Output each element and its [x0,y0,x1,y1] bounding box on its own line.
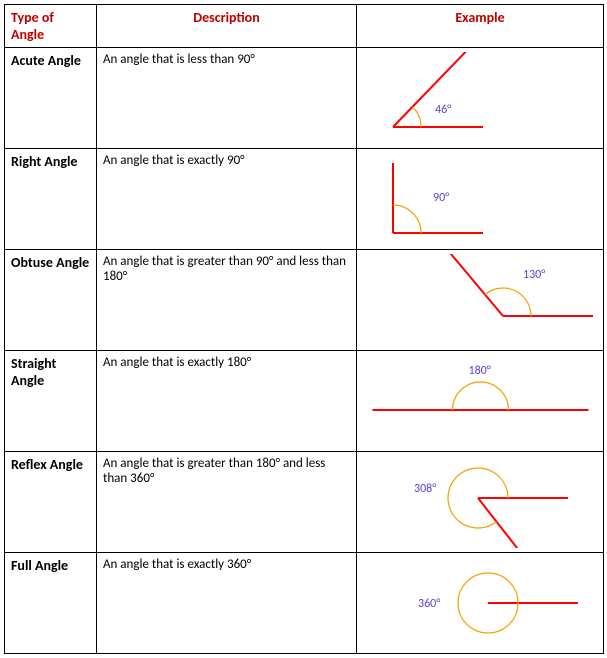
angles-table: Type of Angle Description Example Acute … [4,4,604,654]
table-row: Reflex AngleAn angle that is greater tha… [5,452,604,553]
angle-type: Full Angle [5,553,97,654]
angle-desc: An angle that is exactly 90° [97,149,357,250]
svg-text:360°: 360° [418,597,440,611]
header-desc: Description [97,5,357,48]
table-row: Right AngleAn angle that is exactly 90° … [5,149,604,250]
angle-diagram: 180° [357,351,604,452]
header-row: Type of Angle Description Example [5,5,604,48]
header-example: Example [357,5,604,48]
table-row: Obtuse AngleAn angle that is greater tha… [5,250,604,351]
angle-type: Right Angle [5,149,97,250]
svg-text:90°: 90° [433,191,449,205]
angle-desc: An angle that is exactly 360° [97,553,357,654]
angle-diagram: 90° [357,149,604,250]
table-row: Straight AngleAn angle that is exactly 1… [5,351,604,452]
angle-type: Acute Angle [5,48,97,149]
table-row: Acute AngleAn angle that is less than 90… [5,48,604,149]
svg-text:46°: 46° [435,103,451,117]
table-row: Full AngleAn angle that is exactly 360° … [5,553,604,654]
angle-desc: An angle that is greater than 90° and le… [97,250,357,351]
angle-type: Reflex Angle [5,452,97,553]
svg-text:308°: 308° [414,482,436,496]
header-type: Type of Angle [5,5,97,48]
angle-desc: An angle that is greater than 180° and l… [97,452,357,553]
angle-diagram: 130° [357,250,604,351]
angle-type: Obtuse Angle [5,250,97,351]
svg-text:130°: 130° [523,268,545,282]
svg-text:180°: 180° [469,364,491,378]
angle-diagram: 308° [357,452,604,553]
angle-diagram: 360° [357,553,604,654]
angle-diagram: 46° [357,48,604,149]
angle-desc: An angle that is exactly 180° [97,351,357,452]
angle-desc: An angle that is less than 90° [97,48,357,149]
angle-type: Straight Angle [5,351,97,452]
